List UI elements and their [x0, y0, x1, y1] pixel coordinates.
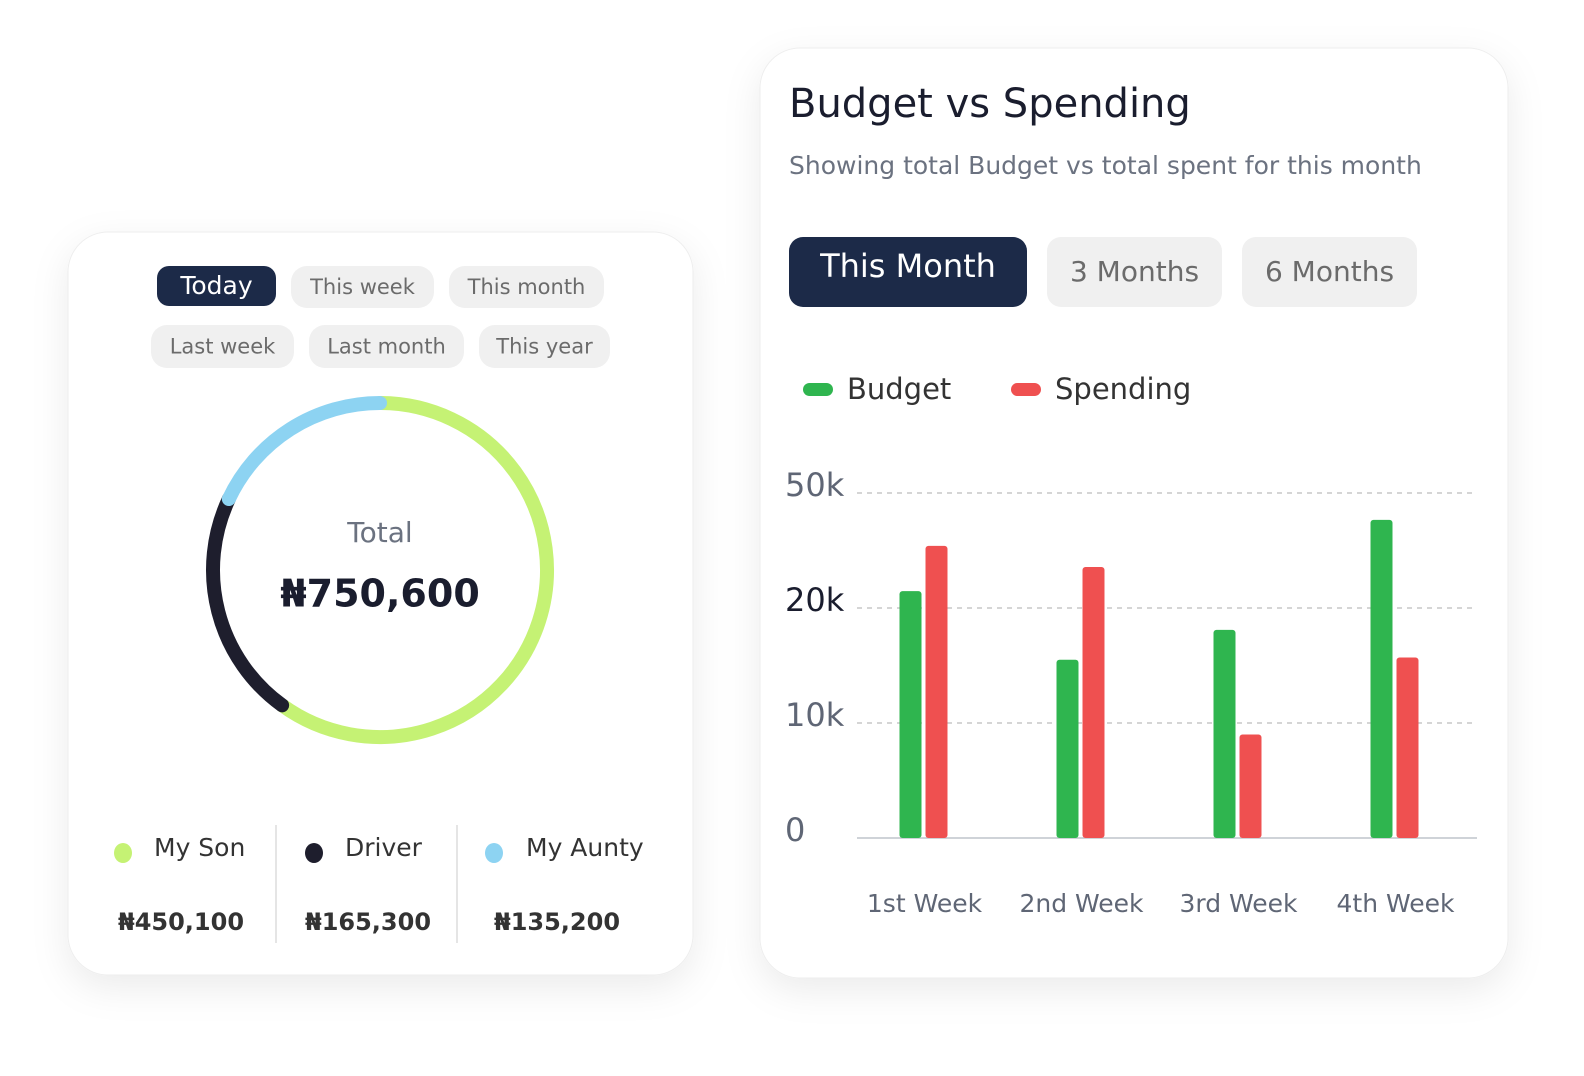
legend-label: Driver	[345, 833, 423, 862]
x-tick-label: 4th Week	[1337, 889, 1456, 918]
filter-button[interactable]	[479, 325, 610, 368]
legend-label: My Son	[154, 833, 245, 862]
bar	[1056, 659, 1079, 838]
legend-dot	[485, 843, 503, 863]
bar	[1396, 657, 1419, 838]
bar	[1370, 519, 1393, 838]
filter-label[interactable]: This week	[309, 275, 416, 299]
bar	[1239, 734, 1262, 838]
donut-total: ₦750,600	[280, 572, 480, 616]
tab-label[interactable]: 3 Months	[1070, 255, 1199, 288]
bar	[925, 545, 948, 838]
tab-label[interactable]: 6 Months	[1265, 255, 1394, 288]
legend-value: ₦135,200	[494, 908, 620, 936]
legend-swatch	[803, 383, 833, 396]
chart-title: Budget vs Spending	[789, 81, 1191, 127]
filter-button[interactable]	[151, 325, 294, 368]
tab-label[interactable]: This Month	[819, 247, 996, 285]
bar	[1213, 629, 1236, 838]
filter-label[interactable]: Last month	[327, 335, 446, 359]
filter-label[interactable]: This year	[495, 335, 593, 359]
legend-label: My Aunty	[526, 833, 644, 862]
legend-value: ₦450,100	[118, 908, 244, 936]
y-tick-label: 20k	[785, 581, 845, 619]
legend-swatch	[1011, 383, 1041, 396]
bar	[1082, 566, 1105, 838]
x-tick-label: 1st Week	[867, 889, 983, 918]
x-tick-label: 3rd Week	[1179, 889, 1298, 918]
legend-label: Budget	[847, 372, 951, 406]
donut-segment	[221, 396, 387, 507]
filter-label[interactable]: Today	[179, 271, 253, 300]
donut-center-label: Total	[346, 516, 412, 549]
y-tick-label: 10k	[785, 696, 845, 734]
tab-button[interactable]	[1242, 237, 1417, 307]
filter-button[interactable]	[449, 266, 604, 308]
filter-button[interactable]	[291, 266, 434, 308]
filter-label[interactable]: This month	[467, 275, 586, 299]
donut-segment	[275, 396, 554, 744]
filter-label[interactable]: Last week	[170, 335, 276, 359]
filter-button[interactable]	[157, 266, 276, 306]
donut-segment	[206, 492, 290, 713]
tab-button[interactable]	[789, 237, 1027, 307]
legend-label: Spending	[1055, 372, 1191, 406]
filter-button[interactable]	[309, 325, 464, 368]
donut-card	[67, 231, 694, 976]
tab-button[interactable]	[1047, 237, 1222, 307]
chart-subtitle: Showing total Budget vs total spent for …	[789, 151, 1422, 180]
legend-value: ₦165,300	[305, 908, 431, 936]
legend-dot	[305, 843, 323, 863]
bar	[899, 591, 922, 838]
x-tick-label: 2nd Week	[1019, 889, 1144, 918]
legend-dot	[114, 843, 132, 863]
y-tick-label: 50k	[785, 466, 845, 504]
y-tick-label: 0	[785, 811, 805, 849]
